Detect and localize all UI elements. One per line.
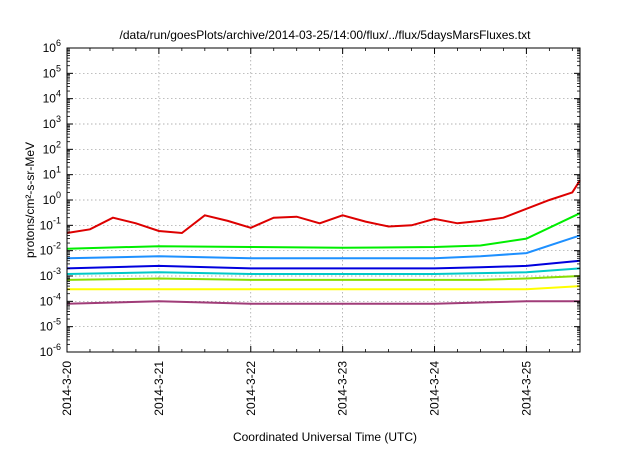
label-layer: /data/run/goesPlots/archive/2014-03-25/1… — [23, 28, 531, 444]
y-tick-label: 10-5 — [40, 317, 61, 334]
plot-frame — [66, 47, 581, 353]
y-tick-label: 105 — [43, 63, 61, 80]
series-line-3 — [66, 234, 581, 260]
series-line-8 — [66, 300, 580, 305]
series-line-4 — [66, 259, 581, 270]
y-axis-label: protons/cm²-s-sr-MeV — [23, 142, 37, 258]
y-tick-label: 10-2 — [40, 241, 61, 258]
axes-layer: 10-6 10-5 10-4 10-3 10-2 10-1 100 101 102 103 104 1… — [40, 38, 581, 416]
y-tick-label: 103 — [43, 114, 61, 131]
y-tick-label: 102 — [43, 139, 61, 156]
y-tick-label: 10-6 — [40, 342, 61, 359]
series-line-7 — [67, 285, 581, 291]
y-tick-label: 10-4 — [40, 291, 61, 308]
chart-title: /data/run/goesPlots/archive/2014-03-25/1… — [120, 28, 532, 42]
y-tick-label: 10-1 — [40, 215, 61, 232]
x-axis-label: Coordinated Universal Time (UTC) — [233, 430, 417, 444]
x-tick-label: 2014-3-22 — [244, 361, 258, 416]
x-tick-label: 2014-3-23 — [336, 361, 350, 416]
y-tick-label: 100 — [43, 190, 61, 207]
series-line-2 — [66, 212, 581, 250]
y-tick-label: 104 — [43, 89, 61, 106]
grid-layer — [67, 48, 580, 352]
series-layer — [66, 179, 581, 305]
y-tick-label: 101 — [43, 165, 61, 182]
x-tick-label: 2014-3-25 — [519, 361, 533, 416]
y-tick-label: 10-3 — [40, 266, 61, 283]
x-tick-label: 2014-3-20 — [60, 361, 74, 416]
x-tick-label: 2014-3-21 — [152, 361, 166, 416]
series-line-5 — [66, 267, 581, 275]
series-line-1 — [66, 179, 581, 235]
x-tick-label: 2014-3-24 — [428, 361, 442, 416]
series-line-6 — [66, 275, 581, 281]
y-tick-label: 106 — [43, 38, 61, 55]
